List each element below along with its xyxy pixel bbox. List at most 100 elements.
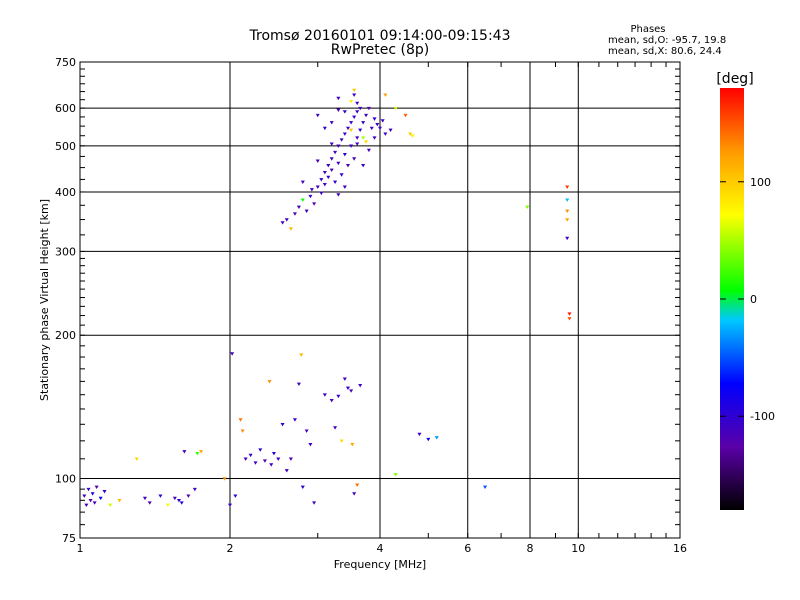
data-point (86, 487, 91, 492)
data-point (342, 152, 347, 157)
data-point (349, 100, 354, 104)
data-point (333, 150, 338, 155)
data-point (94, 485, 99, 490)
data-point (375, 122, 380, 127)
data-point (336, 394, 341, 399)
y-tick-label: 500 (55, 140, 76, 153)
data-point (565, 236, 570, 241)
y-tick-label: 75 (62, 532, 76, 545)
data-point (147, 501, 152, 505)
data-point (352, 492, 357, 496)
data-point (186, 494, 191, 498)
data-point (377, 126, 383, 131)
data-point (352, 93, 357, 97)
data-point (383, 132, 388, 136)
data-point (319, 178, 324, 182)
data-point (322, 393, 327, 397)
data-point (349, 121, 354, 125)
data-point (243, 457, 248, 461)
data-point (352, 88, 357, 93)
data-point (227, 503, 233, 508)
y-tick-label: 100 (55, 473, 76, 486)
data-point (322, 126, 327, 131)
data-point (98, 496, 103, 501)
data-point (355, 483, 360, 487)
data-point (84, 503, 89, 508)
data-point (292, 418, 297, 422)
y-tick-label: 300 (55, 245, 76, 258)
data-point (158, 494, 163, 498)
stats-title: Phases (630, 24, 665, 35)
data-point (199, 450, 204, 454)
data-point (329, 398, 334, 403)
data-point (233, 494, 238, 498)
data-point (342, 377, 347, 381)
colorbar-tick-label: -100 (750, 410, 775, 423)
colorbar-ticks: 100 0 -100 (720, 176, 775, 423)
data-point (403, 113, 408, 118)
data-points (82, 88, 572, 508)
data-point (567, 317, 572, 321)
data-point (269, 463, 274, 467)
data-point (258, 448, 263, 452)
data-point (393, 473, 398, 477)
data-point (349, 389, 354, 393)
data-point (565, 209, 570, 213)
data-point (296, 382, 301, 387)
data-point (372, 117, 377, 121)
data-point (345, 126, 351, 131)
data-point (364, 113, 369, 118)
data-point (90, 492, 95, 496)
x-tick-label: 2 (227, 542, 234, 555)
data-point (284, 218, 289, 222)
data-point (408, 132, 413, 136)
data-point (300, 198, 305, 202)
data-point (339, 173, 344, 177)
data-point (329, 121, 334, 125)
data-point (326, 164, 331, 168)
data-point (350, 443, 355, 447)
data-point (336, 144, 341, 148)
data-point (339, 138, 344, 142)
x-tick-label: 6 (464, 542, 471, 555)
data-point (230, 352, 235, 356)
data-point (329, 157, 334, 161)
data-point (333, 426, 338, 430)
data-point (336, 193, 341, 197)
data-point (267, 380, 272, 384)
colorbar-tick-label: 100 (750, 176, 771, 189)
data-point (342, 185, 347, 189)
data-point (355, 142, 360, 146)
data-point (352, 115, 357, 120)
data-point (342, 110, 347, 114)
data-point (179, 501, 184, 505)
data-point (299, 353, 304, 357)
data-point (315, 113, 320, 118)
data-point (329, 168, 334, 172)
data-point (280, 422, 285, 427)
data-point (565, 198, 570, 202)
data-point (567, 312, 572, 316)
data-point (336, 96, 341, 101)
data-point (172, 496, 177, 501)
y-tick-label: 750 (55, 56, 76, 69)
data-point (352, 157, 357, 161)
data-point (102, 490, 107, 494)
y-tick-label: 400 (55, 186, 76, 199)
data-point (410, 134, 415, 138)
y-tick-label: 600 (55, 102, 76, 115)
data-point (565, 218, 570, 222)
x-tick-labels: 1 2 4 6 8 10 16 (77, 542, 688, 555)
data-point (253, 461, 258, 465)
data-point (142, 496, 147, 501)
y-axis-label: Stationary phase Virtual Height [km] (38, 199, 51, 401)
data-point (383, 93, 388, 97)
data-point (366, 106, 371, 111)
data-point (108, 503, 113, 508)
data-point (280, 221, 285, 225)
data-point (300, 485, 305, 490)
data-point (565, 185, 570, 189)
data-point (326, 175, 331, 180)
data-point (336, 161, 341, 166)
data-point (312, 202, 317, 206)
